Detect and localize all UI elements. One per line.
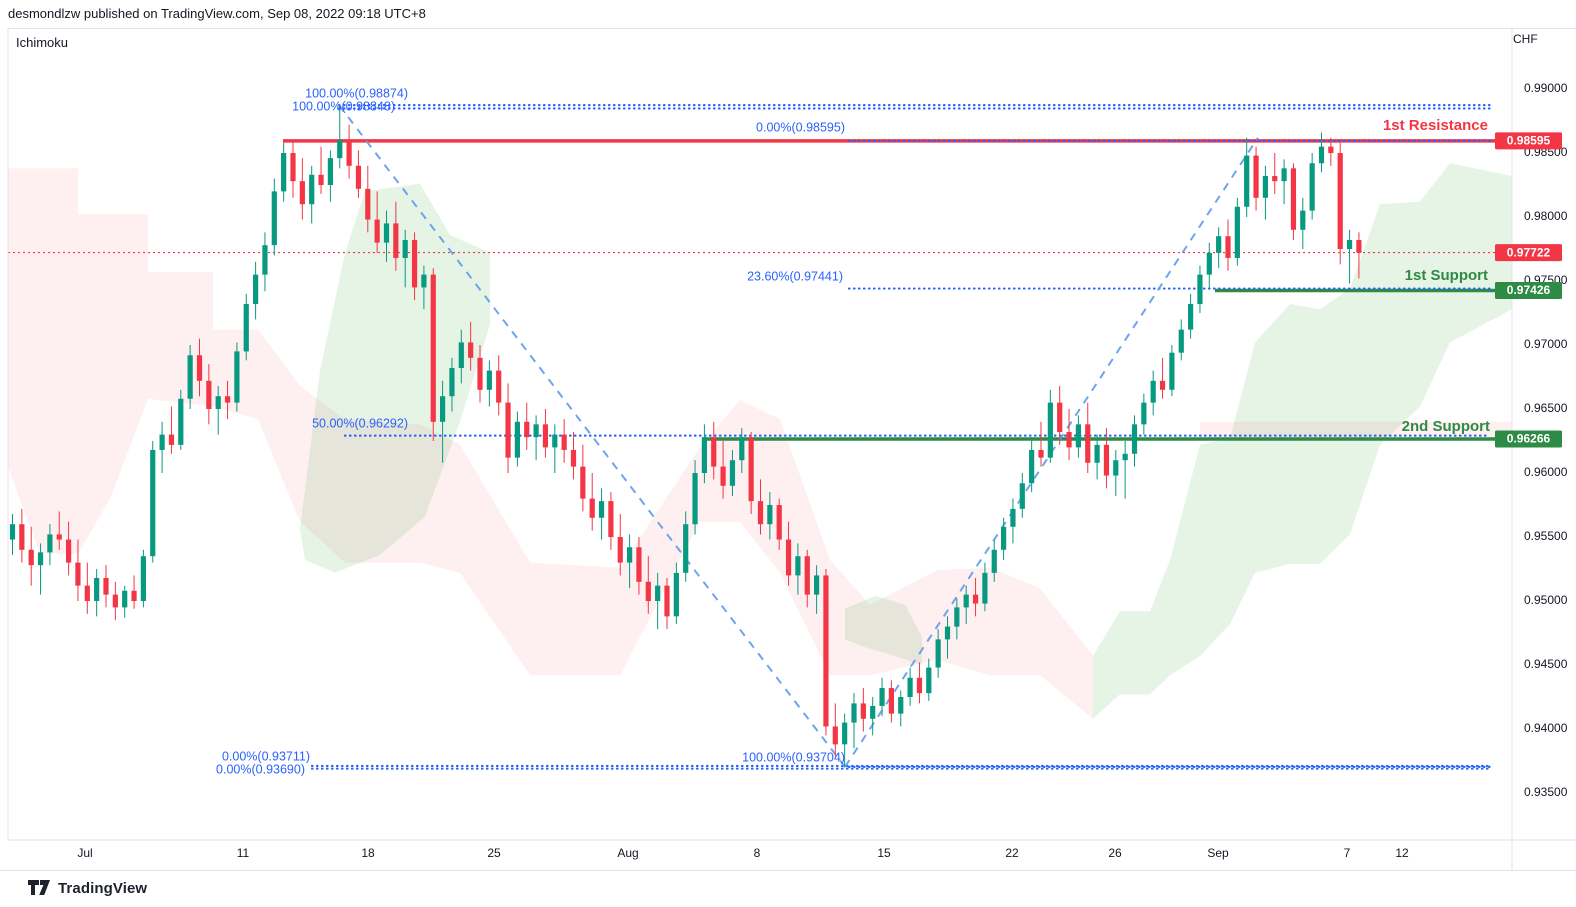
time-tick-22: 22	[1005, 846, 1019, 860]
support2-annotation: 2nd Support	[1402, 418, 1490, 435]
price-tick-8: 0.95000	[1524, 593, 1568, 607]
price-tick-4: 0.97000	[1524, 337, 1568, 351]
price-tick-10: 0.94000	[1524, 721, 1568, 735]
tradingview-brand-text: TradingView	[58, 880, 148, 897]
price-tick-11: 0.93500	[1524, 785, 1568, 799]
publish-byline: desmondlzw published on TradingView.com,…	[8, 6, 426, 21]
time-tick-15: 15	[877, 846, 891, 860]
time-tick-7: 7	[1344, 846, 1351, 860]
price-tick-2: 0.98000	[1524, 209, 1568, 223]
price-tick-6: 0.96000	[1524, 465, 1568, 479]
publish-header: desmondlzw published on TradingView.com,…	[0, 0, 1576, 28]
chart-area: Ichimoku CHF 100.00%(0.98874) 100.00%(0.9…	[0, 28, 1576, 870]
footer-bar: TradingView	[0, 870, 1576, 907]
cloud-green-right	[1093, 163, 1512, 719]
candlestick-series	[9, 105, 1362, 768]
chart-canvas[interactable]: 100.00%(0.98874)100.00%(0.98848) 0.00%(0.…	[0, 28, 1576, 870]
time-tick-Sep: Sep	[1207, 846, 1229, 860]
price-badge-0.96266: 0.96266	[1495, 430, 1562, 448]
fib-label-3: 23.60%(0.97441)	[747, 269, 843, 283]
price-badge-0.97722: 0.97722	[1495, 244, 1562, 262]
price-tick-0: 0.99000	[1524, 81, 1568, 95]
time-tick-18: 18	[361, 846, 375, 860]
support1-annotation: 1st Support	[1405, 267, 1488, 284]
svg-text:0.97426: 0.97426	[1507, 283, 1551, 297]
resistance-annotation: 1st Resistance	[1383, 117, 1488, 134]
time-axis[interactable]: Jul 11 18 25 Aug 8 15 22 26 Sep 7 12	[77, 846, 1409, 860]
fib-label-4: 50.00%(0.96292)	[312, 416, 408, 430]
fib-label-7: 100.00%(0.93704)	[742, 750, 845, 764]
time-tick-Jul: Jul	[77, 846, 92, 860]
time-tick-25: 25	[487, 846, 501, 860]
fib-label-0: 100.00%(0.98874)	[305, 86, 408, 100]
tradingview-brand-link[interactable]: TradingView	[28, 880, 147, 897]
fib-label-6: 0.00%(0.93690)	[216, 762, 305, 776]
time-tick-8: 8	[754, 846, 761, 860]
price-tick-9: 0.94500	[1524, 657, 1568, 671]
downtrend-line[interactable]	[338, 104, 846, 768]
svg-text:0.97722: 0.97722	[1507, 245, 1551, 259]
time-tick-11: 11	[237, 846, 250, 860]
cloud-pink-sliver	[1200, 421, 1512, 439]
cloud-green-mid	[300, 183, 490, 573]
fib-label-1: 100.00%(0.98848)	[292, 99, 395, 113]
price-badge-0.98595: 0.98595	[1495, 132, 1562, 150]
price-tick-7: 0.95500	[1524, 529, 1568, 543]
tradingview-logo-icon	[28, 880, 50, 895]
fib-label-5: 0.00%(0.93711)	[222, 749, 310, 763]
currency-axis-label: CHF	[1513, 32, 1538, 46]
price-badge-0.97426: 0.97426	[1495, 281, 1562, 299]
price-scale[interactable]: 0.990000.985000.980000.975000.970000.965…	[1495, 81, 1568, 799]
price-tick-5: 0.96500	[1524, 401, 1568, 415]
cloud-pink-main	[8, 168, 1093, 719]
time-tick-12: 12	[1395, 846, 1409, 860]
cloud-green-small	[845, 595, 922, 665]
indicator-label[interactable]: Ichimoku	[16, 35, 69, 50]
time-tick-26: 26	[1108, 846, 1122, 860]
fib-label-2: 0.00%(0.98595)	[756, 120, 845, 134]
plot-region	[8, 104, 1512, 770]
svg-text:0.96266: 0.96266	[1507, 432, 1551, 446]
time-tick-Aug: Aug	[617, 846, 638, 860]
svg-text:0.98595: 0.98595	[1507, 134, 1551, 148]
